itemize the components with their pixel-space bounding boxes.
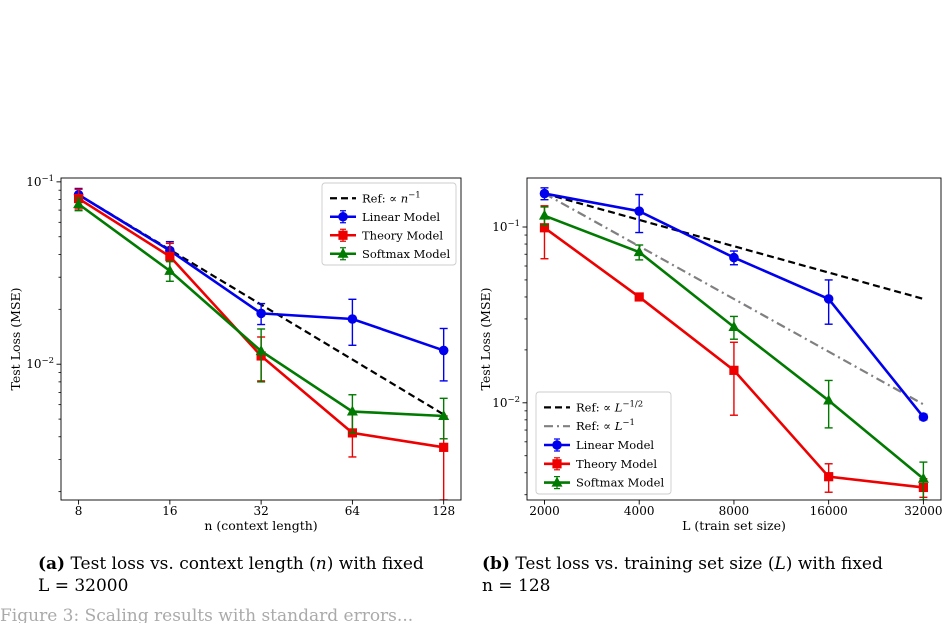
data-point xyxy=(255,345,267,356)
data-point xyxy=(918,412,929,422)
x-axis-label: L (train set size) xyxy=(682,518,786,533)
caption-a-text: Test loss vs. context length ( xyxy=(70,554,316,574)
caption-b-text: Test loss vs. training set size ( xyxy=(515,554,775,574)
caption-a: (a) Test loss vs. context length (n) wit… xyxy=(38,553,458,597)
legend-marker xyxy=(338,211,348,222)
legend-marker xyxy=(552,440,562,450)
data-point xyxy=(438,409,450,420)
data-point xyxy=(634,292,644,302)
ref-line xyxy=(544,192,924,300)
legend-label: Ref: ∝ n−1 xyxy=(362,190,421,205)
data-point xyxy=(729,365,739,375)
data-point xyxy=(823,294,834,304)
ref-line xyxy=(543,192,924,406)
legend-marker xyxy=(337,247,349,258)
plot-area xyxy=(538,187,929,500)
data-point xyxy=(346,405,358,416)
x-tick-label: 8000 xyxy=(719,504,750,518)
data-point xyxy=(634,206,645,217)
x-tick-label: 16 xyxy=(162,504,177,518)
x-tick-label: 16000 xyxy=(810,504,848,518)
chart-panel-b: 10−1 10−2 2000 4000 8000 16000 32000 L (train s… xyxy=(478,177,942,533)
caption-b: (b) Test loss vs. training set size (L) … xyxy=(482,553,932,597)
data-point xyxy=(164,264,176,275)
data-point xyxy=(256,308,266,319)
x-tick-label: 64 xyxy=(345,504,361,518)
x-tick-label: 32 xyxy=(253,504,268,518)
x-tick-label: 2000 xyxy=(529,504,560,518)
caption-b-text-end: ) with fixed xyxy=(785,554,883,574)
axes-frame xyxy=(60,177,462,501)
data-point xyxy=(917,472,929,483)
chart-panel-a: 10−1 10−2 8 16 32 64 128 n (context length) Test… xyxy=(8,174,462,533)
caption-a-line2: L = 32000 xyxy=(38,576,129,596)
y-tick-label: 10−2 xyxy=(492,395,520,410)
x-tick-label: 8 xyxy=(75,504,83,518)
data-point xyxy=(729,252,739,263)
data-point xyxy=(824,472,834,482)
legend-label: Ref: ∝ L−1/2 xyxy=(576,399,643,414)
legend-marker xyxy=(338,230,348,240)
data-point xyxy=(165,251,175,262)
legend: Ref: ∝ n−1 Linear Model Theory Model Softma… xyxy=(321,182,457,266)
caption-b-var: L xyxy=(774,554,786,574)
caption-a-var: n xyxy=(315,554,327,574)
axes-frame xyxy=(526,177,942,501)
y-axis-label: Test Loss (MSE) xyxy=(8,287,23,390)
data-point xyxy=(347,314,358,324)
data-point xyxy=(73,198,85,209)
y-tick-label: 10−1 xyxy=(26,174,54,189)
legend-label: Ref: ∝ L−1 xyxy=(576,418,635,433)
x-tick-label: 32000 xyxy=(904,504,942,518)
caption-b-tag: (b) xyxy=(482,554,510,574)
data-point xyxy=(539,223,550,233)
legend-label: Softmax Model xyxy=(576,476,664,490)
data-point xyxy=(438,345,449,356)
x-axis-label: n (context length) xyxy=(204,518,317,533)
caption-a-text-end: ) with fixed xyxy=(326,554,424,574)
legend-label: Softmax Model xyxy=(362,247,450,261)
legend-label: Theory Model xyxy=(362,228,443,242)
y-tick-label: 10−1 xyxy=(492,219,520,234)
legend-label: Linear Model xyxy=(362,210,440,224)
plot-area xyxy=(73,187,450,500)
x-tick-label: 128 xyxy=(432,504,455,518)
caption-b-line2: n = 128 xyxy=(482,576,551,596)
data-point xyxy=(728,320,740,331)
legend-label: Linear Model xyxy=(576,438,654,452)
legend-marker xyxy=(552,459,562,469)
legend-marker xyxy=(551,476,563,487)
legend-label: Theory Model xyxy=(576,457,657,471)
legend: Ref: ∝ L−1/2 Ref: ∝ L−1 Linear Model Theory… xyxy=(535,391,672,495)
legend-box xyxy=(535,391,672,495)
x-tick-label: 4000 xyxy=(624,504,655,518)
data-point xyxy=(539,188,550,199)
legend-box xyxy=(321,182,457,266)
caption-a-tag: (a) xyxy=(38,554,66,574)
data-point xyxy=(538,209,550,220)
y-axis-label: Test Loss (MSE) xyxy=(478,287,493,390)
figure-caption-cutoff: Figure 3: Scaling results with standard … xyxy=(0,606,414,623)
y-tick-label: 10−2 xyxy=(26,356,54,371)
data-point xyxy=(439,442,449,452)
data-point xyxy=(823,394,835,405)
data-point xyxy=(633,246,645,257)
